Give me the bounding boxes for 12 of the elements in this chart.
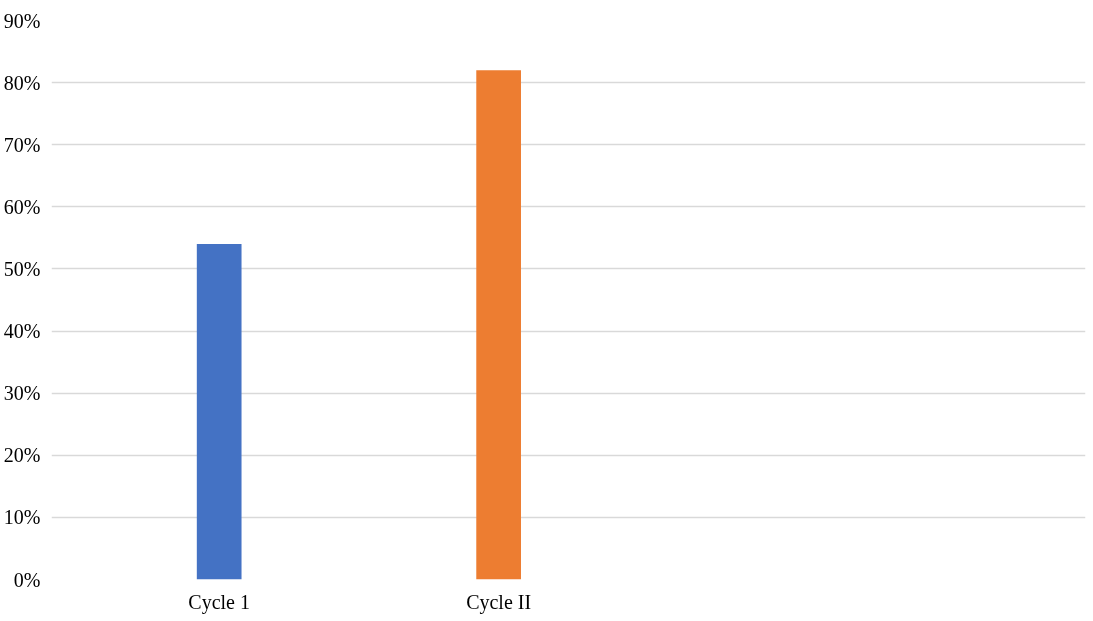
y-tick-label: 0%: [13, 568, 41, 591]
y-tick-label: 10%: [3, 506, 41, 529]
y-tick-label: 30%: [3, 382, 41, 405]
y-tick-label: 90%: [3, 9, 41, 32]
y-tick-label: 80%: [3, 71, 41, 94]
x-tick-label: Cycle 1: [188, 590, 251, 614]
y-tick-label: 20%: [3, 444, 41, 467]
y-tick-label: 70%: [3, 133, 41, 156]
y-tick-label: 60%: [3, 195, 41, 218]
y-tick-label: 50%: [3, 257, 41, 280]
x-tick-label: Cycle II: [466, 590, 532, 614]
y-tick-label: 40%: [3, 320, 41, 343]
